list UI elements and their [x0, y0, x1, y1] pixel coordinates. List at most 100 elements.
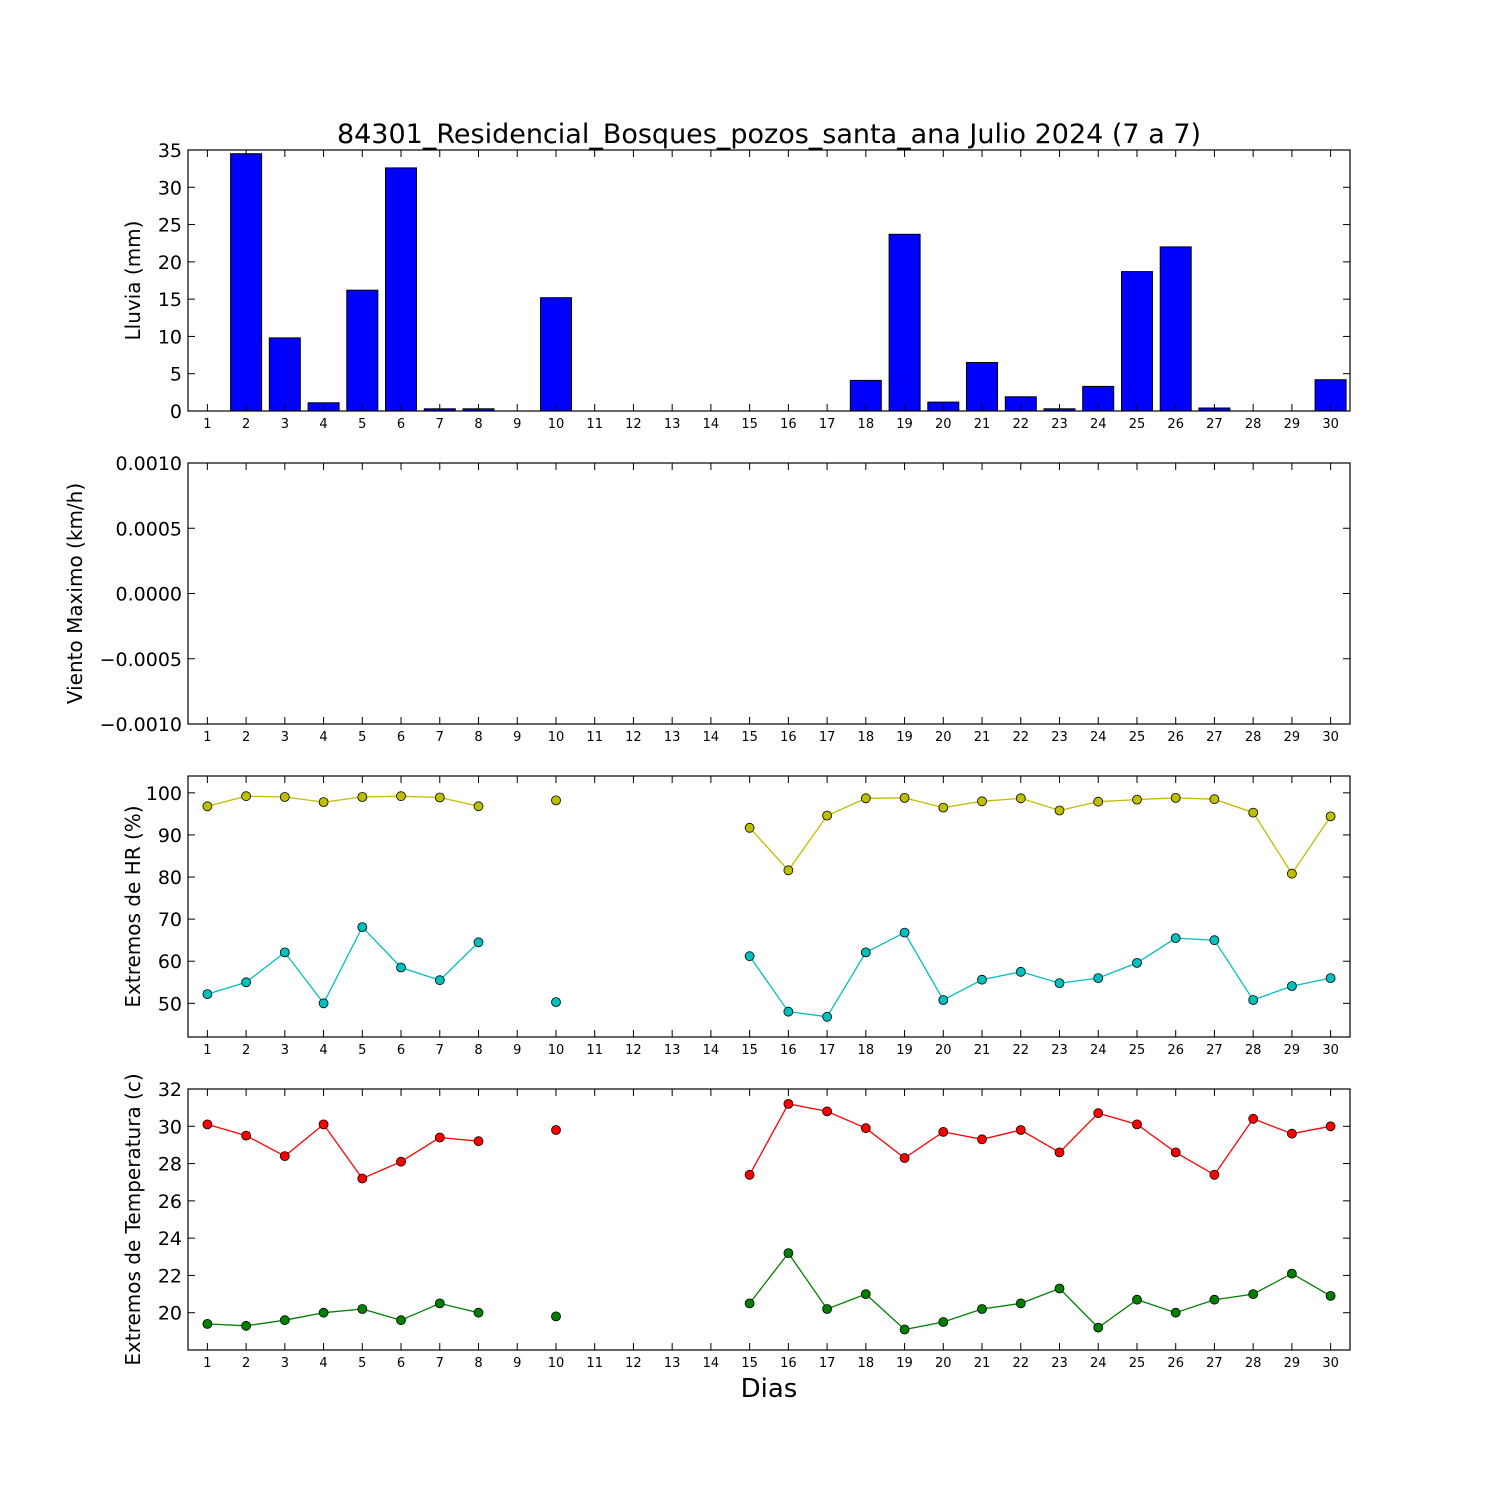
- x-tick-label: 19: [896, 730, 913, 745]
- y-tick-label: 20: [158, 252, 182, 274]
- series-2-point-day-22: [1015, 966, 1026, 977]
- x-tick-label: 2: [242, 417, 250, 432]
- y-tick-label: 20: [158, 1303, 182, 1325]
- x-tick-label: 14: [703, 1356, 720, 1371]
- x-tick-label: 21: [974, 730, 991, 745]
- x-tick-label: 21: [974, 1043, 991, 1058]
- x-tick-label: 27: [1206, 1043, 1223, 1058]
- y-tick-label: 32: [158, 1079, 182, 1101]
- x-tick-label: 7: [436, 1356, 444, 1371]
- x-tick-label: 27: [1206, 417, 1223, 432]
- x-tick-label: 29: [1284, 1356, 1301, 1371]
- x-tick-label: 11: [586, 1356, 603, 1371]
- x-tick-label: 3: [281, 730, 289, 745]
- series-1-point-day-26: [1170, 793, 1181, 803]
- series-2-point-day-7: [434, 975, 445, 986]
- y-axis-label-panel-4: Extremos de Temperatura (c): [121, 1073, 145, 1365]
- x-tick-label: 20: [935, 1356, 952, 1371]
- x-tick-label: 15: [741, 1043, 758, 1058]
- x-tick-label: 7: [436, 417, 444, 432]
- x-tick-label: 21: [974, 417, 991, 432]
- x-tick-label: 16: [780, 1043, 797, 1058]
- x-tick-label: 30: [1322, 417, 1339, 432]
- y-axis-label-panel-3: Extremos de HR (%): [121, 805, 145, 1007]
- x-tick-label: 25: [1129, 417, 1146, 432]
- x-tick-label: 11: [586, 1043, 603, 1058]
- x-tick-label: 9: [513, 417, 521, 432]
- x-tick-label: 3: [281, 417, 289, 432]
- x-tick-label: 26: [1167, 1356, 1184, 1371]
- y-tick-label: −0.0010: [100, 714, 182, 736]
- x-tick-label: 11: [586, 417, 603, 432]
- series-2-point-day-30: [1325, 973, 1336, 983]
- panel-3-frame: [187, 775, 1351, 1038]
- x-tick-label: 13: [664, 417, 681, 432]
- y-tick-label: 0.0010: [116, 453, 182, 475]
- series-1-point-day-16: [783, 865, 794, 876]
- x-tick-label: 21: [974, 1356, 991, 1371]
- series-1-point-day-20: [938, 1127, 949, 1137]
- y-axis-label-panel-2: Viento Maximo (km/h): [63, 483, 87, 704]
- x-tick-label: 7: [436, 730, 444, 745]
- x-tick-label: 19: [896, 1356, 913, 1371]
- y-tick-label: 15: [158, 289, 182, 311]
- series-2-point-day-3: [279, 1315, 290, 1326]
- x-tick-label: 18: [858, 1043, 875, 1058]
- series-1-point-day-4: [318, 797, 329, 807]
- series-2-point-day-21: [977, 974, 987, 985]
- x-tick-label: 23: [1051, 417, 1068, 432]
- series-2-point-day-1: [202, 1319, 213, 1329]
- x-tick-label: 25: [1129, 1356, 1146, 1371]
- x-tick-label: 15: [741, 730, 758, 745]
- series-1-point-day-27: [1209, 794, 1220, 805]
- x-tick-label: 8: [474, 1356, 482, 1371]
- series-2-point-day-25: [1132, 958, 1142, 968]
- x-tick-label: 12: [625, 417, 642, 432]
- series-1-point-day-8: [473, 801, 484, 812]
- x-tick-label: 27: [1206, 730, 1223, 745]
- x-tick-label: 28: [1245, 730, 1262, 745]
- bar-day-19: [888, 233, 921, 412]
- series-2-point-day-8: [473, 1307, 484, 1318]
- y-tick-label: 50: [158, 993, 182, 1015]
- x-tick-label: 26: [1167, 1043, 1184, 1058]
- x-tick-label: 10: [548, 1356, 565, 1371]
- bar-day-5: [346, 289, 379, 412]
- series-1-point-day-6: [396, 1156, 406, 1167]
- x-tick-label: 1: [203, 1356, 211, 1371]
- x-tick-label: 12: [625, 730, 642, 745]
- x-tick-label: 2: [242, 1043, 250, 1058]
- series-1-point-day-15: [744, 1169, 755, 1180]
- y-tick-label: 26: [158, 1191, 182, 1213]
- x-tick-label: 4: [319, 1043, 327, 1058]
- x-tick-label: 6: [397, 1043, 405, 1058]
- series-1-point-day-15: [744, 822, 755, 833]
- x-tick-label: 16: [780, 417, 797, 432]
- series-1-line-3: [749, 1103, 1331, 1176]
- series-2-point-day-17: [822, 1011, 832, 1022]
- x-tick-label: 10: [548, 417, 565, 432]
- series-2-point-day-21: [977, 1304, 987, 1314]
- series-2-point-day-1: [202, 989, 213, 999]
- x-tick-label: 20: [935, 417, 952, 432]
- series-2-point-day-23: [1054, 978, 1065, 988]
- series-2-point-day-16: [783, 1248, 794, 1258]
- series-1-point-day-4: [318, 1119, 329, 1130]
- panel-1-frame: [187, 149, 1351, 412]
- y-tick-label: 100: [146, 783, 182, 805]
- y-tick-label: 80: [158, 867, 182, 889]
- series-1-line-1: [207, 1123, 479, 1180]
- bar-day-6: [385, 167, 417, 412]
- x-tick-label: 17: [819, 1043, 836, 1058]
- x-tick-label: 29: [1284, 730, 1301, 745]
- x-tick-label: 25: [1129, 1043, 1146, 1058]
- series-2-point-day-8: [473, 937, 484, 948]
- x-tick-label: 22: [1012, 417, 1029, 432]
- y-tick-label: 0.0000: [116, 584, 182, 606]
- series-2-line-1: [207, 925, 479, 1005]
